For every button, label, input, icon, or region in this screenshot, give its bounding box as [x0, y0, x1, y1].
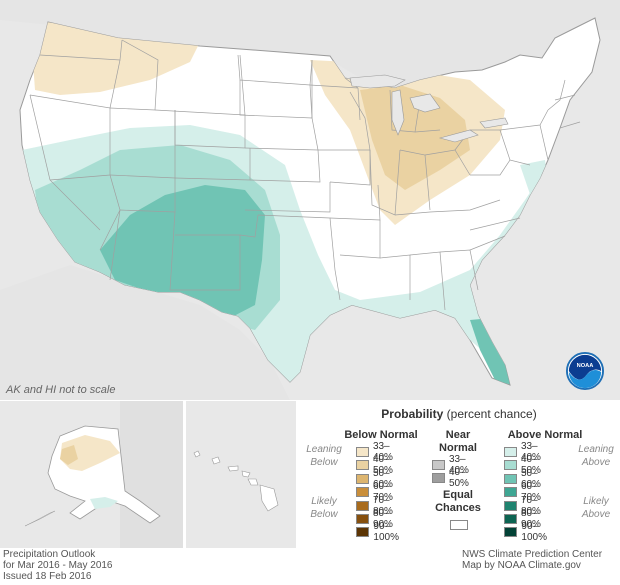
above-normal-row: 80–90%: [504, 508, 546, 530]
equal-chances-label: Equal Chances: [435, 489, 481, 514]
equal-chances-swatch: [450, 520, 468, 530]
credit-map: Map by NOAA Climate.gov: [462, 560, 581, 571]
below-normal-swatch: [356, 460, 369, 471]
below-normal-row: 80–90%: [356, 508, 398, 530]
below-normal-row: 70–80%: [356, 495, 398, 517]
below-normal-label: 70–80%: [372, 494, 393, 517]
below-normal-heading: Below Normal: [344, 429, 418, 441]
above-normal-label: 90–100%: [521, 521, 547, 544]
below-normal-label: 40–50%: [372, 454, 393, 477]
outlook-title: Precipitation Outlook: [3, 549, 96, 560]
above-normal-swatch: [504, 500, 517, 511]
above-normal-label: 80–90%: [520, 508, 541, 530]
below-normal-row: 40–50%: [356, 454, 398, 476]
above-normal-row: 90–100%: [504, 521, 552, 543]
above-normal-row: 60–70%: [504, 481, 546, 503]
below-normal-swatch: [356, 447, 369, 457]
above-normal-swatch: [504, 487, 517, 498]
credit-source: NWS Climate Prediction Center: [462, 549, 603, 560]
above-normal-label: 50–60%: [520, 467, 541, 490]
below-normal-label: 50–60%: [372, 467, 393, 490]
scale-note: AK and HI not to scale: [6, 384, 116, 396]
above-normal-swatch: [504, 460, 517, 471]
leaning-below-label: Leaning Below: [306, 444, 342, 468]
alaska-inset: [0, 401, 183, 548]
near-normal-label: 33–40%: [448, 454, 469, 476]
near-normal-swatch: [432, 460, 445, 470]
mexico-land: [0, 265, 290, 400]
below-normal-row: 60–70%: [356, 481, 398, 503]
great-lakes: [349, 74, 509, 143]
leaning-above-label: Leaning Above: [578, 444, 614, 468]
near-normal-swatch: [432, 473, 445, 484]
probability-legend: Probability (percent chance) Below Norma…: [298, 401, 620, 548]
above-normal-row: 70–80%: [504, 495, 546, 517]
below-normal-swatch: [356, 500, 369, 511]
below-normal-swatch: [356, 473, 369, 484]
above-50-60-southwest: [100, 185, 265, 318]
above-normal-label: 33–40%: [520, 441, 541, 463]
outlook-issued: Issued 18 Feb 2016: [3, 571, 92, 582]
below-normal-swatch: [356, 487, 369, 498]
near-normal-row: 33–40%: [432, 454, 474, 476]
alaska-map: [24, 401, 183, 548]
conus-precipitation-map: [0, 0, 620, 400]
above-normal-row: 33–40%: [504, 441, 546, 463]
hawaii-map: [193, 450, 279, 512]
noaa-logo-text: NOAA: [577, 363, 594, 369]
above-normal-label: 60–70%: [520, 481, 541, 504]
near-normal-row: 40–50%: [432, 467, 474, 489]
below-normal-label: 90–100%: [373, 521, 399, 544]
above-normal-label: 70–80%: [520, 494, 541, 517]
near-normal-heading: Near Normal: [439, 429, 477, 454]
below-normal-label: 80–90%: [372, 508, 393, 530]
above-normal-label: 40–50%: [520, 454, 541, 477]
footer-right: NWS Climate Prediction Center Map by NOA…: [462, 549, 602, 571]
inset-and-legend-row: Probability (percent chance) Below Norma…: [0, 401, 620, 548]
noaa-logo-icon: NOAA: [566, 352, 604, 390]
above-normal-heading: Above Normal: [507, 429, 583, 441]
above-normal-swatch: [504, 447, 517, 457]
below-normal-label: 60–70%: [372, 481, 393, 504]
legend-title: Probability (percent chance): [381, 407, 537, 421]
below-normal-swatch: [356, 527, 370, 538]
above-normal-row: 50–60%: [504, 468, 546, 490]
above-50-60-florida: [470, 318, 512, 385]
canada-land: [0, 0, 620, 92]
hawaii-inset: [186, 401, 296, 548]
above-normal-swatch: [504, 527, 518, 538]
near-normal-label: 40–50%: [448, 467, 469, 490]
outlook-period: for Mar 2016 - May 2016: [3, 560, 113, 571]
below-normal-row: 50–60%: [356, 468, 398, 490]
footer-left: Precipitation Outlook for Mar 2016 - May…: [3, 549, 113, 582]
below-normal-row: 33–40%: [356, 441, 398, 463]
above-normal-swatch: [504, 514, 517, 524]
below-normal-swatch: [356, 514, 369, 524]
above-normal-swatch: [504, 473, 517, 484]
below-normal-row: 90–100%: [356, 521, 404, 543]
likely-below-label: Likely Below: [310, 496, 338, 520]
below-40-50-great-lakes: [360, 85, 470, 190]
state-boundaries: [29, 39, 581, 311]
below-normal-label: 33–40%: [372, 441, 393, 463]
above-normal-row: 40–50%: [504, 454, 546, 476]
likely-above-label: Likely Above: [581, 496, 611, 520]
